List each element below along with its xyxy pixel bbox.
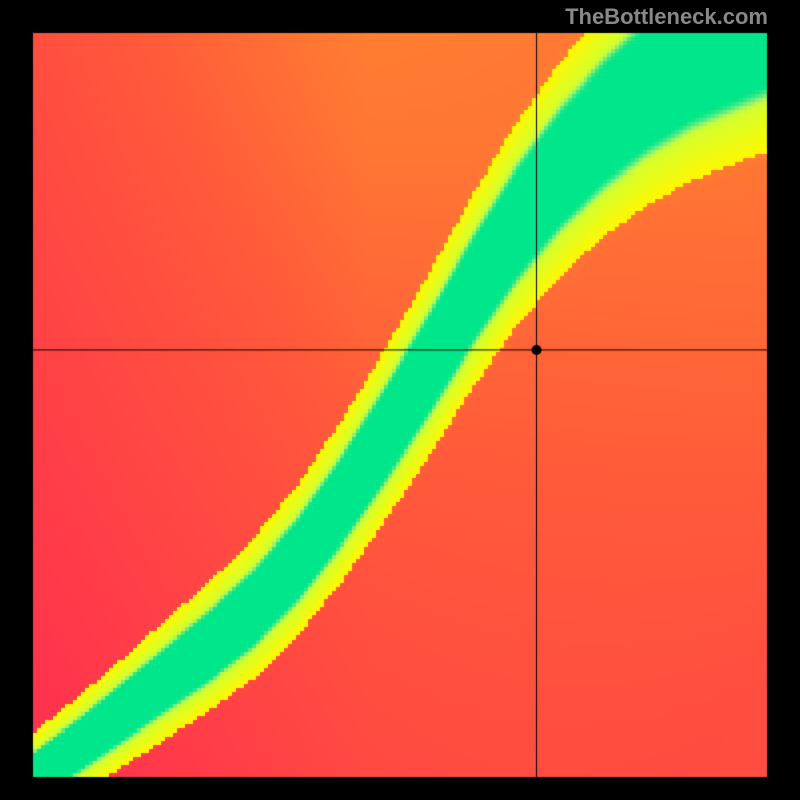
watermark-text: TheBottleneck.com [565,4,768,30]
heatmap-canvas [0,0,800,800]
chart-container: TheBottleneck.com [0,0,800,800]
